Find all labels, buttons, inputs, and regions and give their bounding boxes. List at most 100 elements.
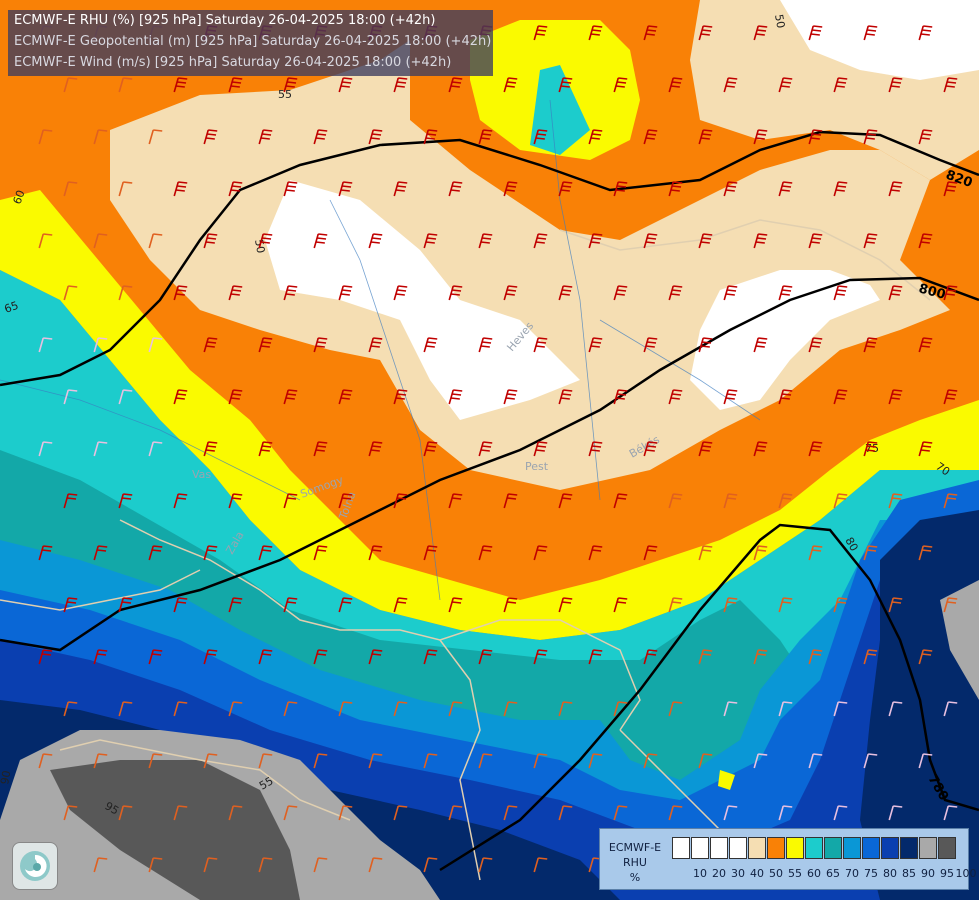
wind-barb-icon bbox=[698, 337, 713, 353]
wind-barb-icon bbox=[393, 77, 408, 93]
wind-barb-icon bbox=[228, 181, 243, 197]
wind-barb-icon bbox=[258, 337, 273, 353]
contour-label: 60 bbox=[11, 188, 28, 206]
wind-barb-icon bbox=[778, 181, 793, 197]
wind-barb-icon bbox=[203, 753, 218, 769]
place-label: Vas bbox=[192, 468, 211, 481]
wind-barb-icon bbox=[943, 285, 958, 301]
rhu-70-region-north bbox=[530, 65, 590, 155]
wind-barb-icon bbox=[778, 805, 793, 821]
legend-swatch bbox=[672, 837, 690, 859]
legend-swatch bbox=[748, 837, 766, 859]
wind-barb-icon bbox=[668, 493, 683, 509]
rhu-top-region bbox=[50, 760, 300, 900]
wind-barb-icon bbox=[778, 597, 793, 613]
wind-barb-icon bbox=[478, 753, 493, 769]
wind-barb-icon bbox=[63, 805, 78, 821]
wind-barb-icon bbox=[613, 597, 628, 613]
wind-barb-icon bbox=[808, 129, 823, 145]
wind-barb-icon bbox=[613, 285, 628, 301]
legend-swatch bbox=[938, 837, 956, 859]
wind-barb-icon bbox=[203, 857, 218, 873]
wind-barb-icon bbox=[338, 597, 353, 613]
wind-barb-icon bbox=[118, 493, 133, 509]
wind-barb-icon bbox=[283, 389, 298, 405]
wind-barb-icon bbox=[338, 701, 353, 717]
wind-barb-icon bbox=[668, 77, 683, 93]
legend-tick-label: 80 bbox=[883, 867, 897, 880]
wind-barb-icon bbox=[643, 649, 658, 665]
legend-tick-label: 50 bbox=[769, 867, 783, 880]
wind-barb-icon bbox=[643, 545, 658, 561]
legend-tick-label: 20 bbox=[712, 867, 726, 880]
wind-barb-icon bbox=[313, 233, 328, 249]
legend-tick-label: 90 bbox=[921, 867, 935, 880]
wind-barb-icon bbox=[173, 285, 188, 301]
wind-barb-icon bbox=[393, 389, 408, 405]
wind-barb-icon bbox=[118, 181, 133, 197]
wind-barb-icon bbox=[723, 285, 738, 301]
contour-label-geopotential: 800 bbox=[917, 281, 947, 303]
wind-barb-icon bbox=[368, 753, 383, 769]
legend-tick-label: 65 bbox=[826, 867, 840, 880]
wind-barb-icon bbox=[173, 493, 188, 509]
wind-barb-icon bbox=[698, 649, 713, 665]
wind-barb-icon bbox=[503, 389, 518, 405]
wind-barb-icon bbox=[613, 77, 628, 93]
wind-barb-icon bbox=[118, 701, 133, 717]
rhu-legend: ECMWF-E RHU % 10 20 30 40 50 55 60 65 70 75 80 85 90… bbox=[599, 828, 977, 890]
wind-barb-icon bbox=[778, 701, 793, 717]
legend-swatch bbox=[824, 837, 842, 859]
wind-barb-icon bbox=[478, 129, 493, 145]
wind-barb-icon bbox=[228, 701, 243, 717]
wind-barb-icon bbox=[173, 701, 188, 717]
wind-barb-icon bbox=[423, 545, 438, 561]
wind-barb-icon bbox=[228, 597, 243, 613]
legend-tick-label: 60 bbox=[807, 867, 821, 880]
contour-label: 95 bbox=[103, 799, 122, 817]
wind-barb-icon bbox=[338, 181, 353, 197]
meteo-logo-icon bbox=[12, 842, 58, 890]
wind-barb-icon bbox=[533, 129, 548, 145]
wind-barb-icon bbox=[918, 545, 933, 561]
wind-barb-icon bbox=[368, 129, 383, 145]
wind-barb-icon bbox=[723, 389, 738, 405]
wind-barb-icon bbox=[888, 77, 903, 93]
legend-tick-label: 100 bbox=[955, 867, 977, 880]
wind-barb-icon bbox=[558, 181, 573, 197]
wind-barb-icon bbox=[503, 493, 518, 509]
legend-tick-label: 40 bbox=[750, 867, 764, 880]
wind-barb-icon bbox=[533, 25, 548, 41]
wind-barb-icon bbox=[863, 337, 878, 353]
wind-barb-icon bbox=[888, 701, 903, 717]
wind-barb-icon bbox=[943, 805, 958, 821]
wind-barb-icon bbox=[368, 545, 383, 561]
legend-tick-label: 75 bbox=[864, 867, 878, 880]
wind-barb-icon bbox=[833, 181, 848, 197]
wind-barb-icon bbox=[283, 77, 298, 93]
wind-barb-icon bbox=[228, 77, 243, 93]
wind-barb-icon bbox=[478, 337, 493, 353]
geopotential-contours bbox=[0, 130, 979, 872]
wind-barb-icon bbox=[888, 285, 903, 301]
wind-barb-icon bbox=[203, 545, 218, 561]
wind-barb-icon bbox=[258, 753, 273, 769]
wind-barb-icon bbox=[368, 233, 383, 249]
wind-barb-icon bbox=[723, 597, 738, 613]
wind-barb-icon bbox=[943, 181, 958, 197]
wind-barb-icon bbox=[503, 285, 518, 301]
wind-barb-icon bbox=[808, 233, 823, 249]
wind-barb-icon bbox=[863, 649, 878, 665]
wind-barb-icon bbox=[613, 805, 628, 821]
rhu-50-region-ne bbox=[780, 0, 979, 80]
wind-barb-icon bbox=[228, 805, 243, 821]
wind-barb-icon bbox=[888, 805, 903, 821]
wind-barb-icon bbox=[588, 441, 603, 457]
contour-label: 90 bbox=[0, 769, 13, 785]
wind-barb-icon bbox=[313, 649, 328, 665]
wind-barb-icon bbox=[533, 857, 548, 873]
wind-barb-icon bbox=[723, 493, 738, 509]
wind-barb-icon bbox=[393, 285, 408, 301]
wind-barb-icon bbox=[833, 493, 848, 509]
